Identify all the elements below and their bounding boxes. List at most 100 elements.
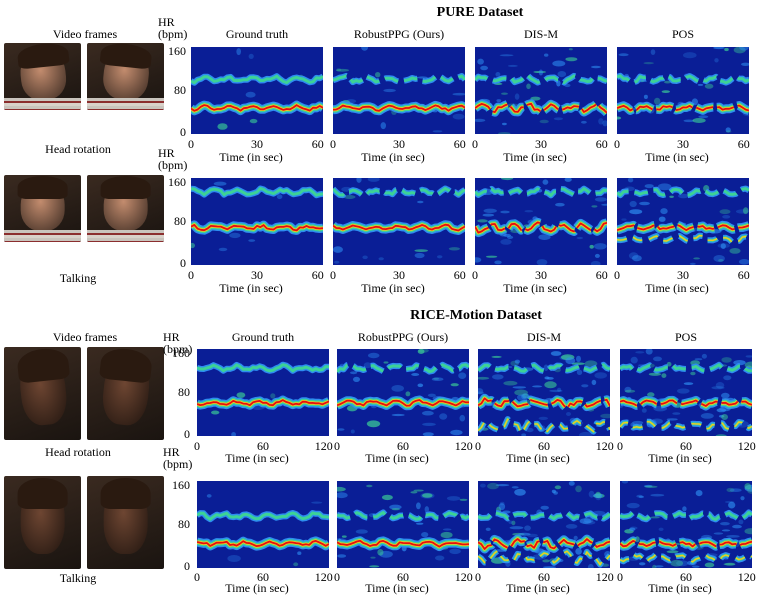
x-tick-label: 60 (311, 268, 324, 282)
x-axis-label: Time (in sec) (506, 581, 570, 595)
harmonic-ridge (475, 74, 607, 84)
spectral-noise (721, 529, 731, 532)
hr-axis-unit: (bpm) (158, 158, 188, 172)
spectral-noise (538, 69, 543, 76)
spectral-noise (626, 502, 640, 509)
spectral-noise (542, 559, 550, 563)
spectral-noise (732, 524, 742, 529)
heart-rate-ridge (617, 224, 749, 232)
x-tick-label: 60 (453, 137, 466, 151)
spectral-noise (480, 483, 486, 488)
spectral-noise (644, 485, 658, 488)
spectral-noise (747, 487, 752, 494)
x-tick-label: 30 (535, 268, 547, 282)
spectrogram-1 (337, 349, 469, 436)
x-tick-label: 120 (314, 570, 333, 584)
spectral-noise (639, 201, 650, 206)
spectral-noise (449, 548, 461, 555)
spectrogram-1 (333, 178, 465, 265)
condition-label: Talking (59, 271, 97, 285)
spectral-noise (724, 500, 735, 504)
spectral-noise (337, 492, 348, 499)
heart-rate-ridge (191, 104, 323, 112)
spectral-noise (677, 388, 690, 394)
spectral-noise (714, 58, 719, 63)
spectral-noise (557, 387, 562, 392)
spectral-noise (517, 394, 526, 401)
x-tick-label: 0 (194, 439, 200, 453)
spectral-noise (661, 90, 670, 93)
hair-shape (17, 176, 68, 200)
spectral-noise (713, 532, 724, 535)
method-column-title: RobustPPG (Ours) (353, 27, 445, 41)
spectral-noise (503, 380, 518, 386)
x-tick-label: 0 (617, 439, 623, 453)
spectral-noise (719, 209, 731, 215)
spectral-noise (725, 127, 731, 133)
spectral-noise (582, 520, 596, 525)
hr-axis-label: HR (163, 445, 180, 459)
heatmap-background (337, 481, 469, 568)
spectral-noise (694, 358, 703, 361)
spectral-noise (554, 485, 562, 490)
x-axis-label: Time (in sec) (361, 150, 425, 164)
spectral-noise (361, 47, 369, 51)
spectral-noise (391, 508, 400, 511)
x-tick-label: 0 (475, 439, 481, 453)
x-tick-label: 120 (595, 439, 614, 453)
spectral-noise (498, 503, 506, 511)
spectral-noise (581, 384, 589, 388)
spectral-noise (568, 481, 575, 486)
hr-axis-unit: (bpm) (163, 342, 193, 356)
x-tick-label: 120 (737, 439, 756, 453)
spectral-noise (514, 93, 520, 100)
heart-rate-ridge (620, 540, 752, 548)
spectral-noise (337, 554, 347, 558)
spectral-noise (635, 351, 645, 354)
x-tick-label: 0 (472, 268, 478, 282)
shirt-shape (87, 229, 164, 242)
spectral-noise (498, 132, 511, 134)
spectral-noise (591, 379, 597, 386)
spectral-noise (591, 65, 601, 69)
spectral-noise (627, 178, 634, 183)
spectral-noise (650, 493, 665, 497)
spectral-noise (422, 493, 433, 498)
x-axis-label: Time (in sec) (365, 451, 429, 465)
spectral-noise (721, 357, 732, 363)
spectral-noise (588, 490, 595, 498)
spectral-noise (417, 200, 424, 204)
spectral-noise (422, 422, 436, 426)
spectral-noise (507, 366, 513, 368)
spectral-noise (293, 562, 299, 567)
spectral-noise (417, 76, 428, 79)
spectral-noise (733, 360, 746, 366)
x-axis-label: Time (in sec) (648, 451, 712, 465)
spectral-noise (683, 52, 697, 59)
spectral-noise (478, 388, 484, 395)
x-tick-label: 0 (334, 439, 340, 453)
x-axis-label: Time (in sec) (225, 581, 289, 595)
spectral-noise (718, 259, 724, 262)
spectral-noise (494, 260, 502, 265)
section-title: PURE Dataset (436, 5, 524, 20)
hr-axis-label: HR (158, 146, 175, 160)
spectrogram-3 (620, 349, 752, 436)
heatmap-background (197, 481, 329, 568)
spectral-noise (343, 195, 356, 199)
spectral-noise (594, 253, 600, 258)
hr-axis-unit: (bpm) (158, 27, 188, 41)
spectral-noise (377, 549, 384, 556)
spectral-noise (589, 244, 594, 249)
spectral-noise (676, 560, 689, 567)
spectral-noise (446, 496, 461, 501)
spectral-noise (744, 361, 752, 369)
video-frame-left (4, 175, 81, 242)
y-tick-label: 0 (180, 125, 186, 139)
spectral-noise (729, 488, 742, 492)
spectral-noise (724, 47, 729, 52)
spectral-noise (670, 559, 684, 567)
spectral-noise (690, 371, 696, 376)
spectral-noise (544, 376, 550, 380)
heart-rate-ridge (475, 221, 607, 234)
